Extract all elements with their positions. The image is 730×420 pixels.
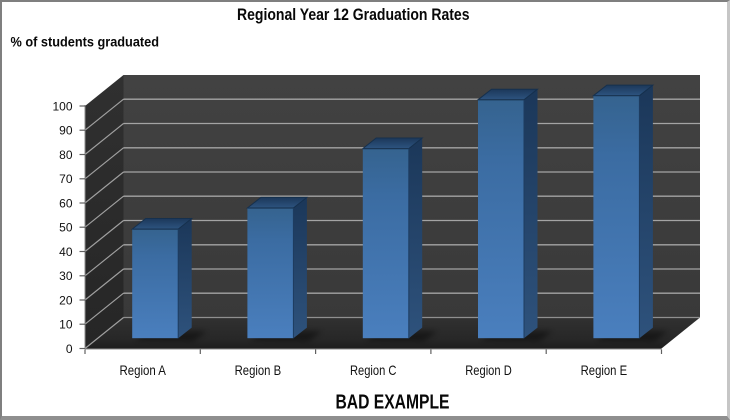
svg-text:BAD EXAMPLE: BAD EXAMPLE: [336, 392, 450, 414]
svg-text:% of students graduated: % of students graduated: [11, 35, 160, 50]
svg-text:60: 60: [59, 196, 73, 210]
svg-text:30: 30: [59, 269, 73, 283]
svg-text:Regional Year 12 Graduation Ra: Regional Year 12 Graduation Rates: [237, 5, 470, 24]
svg-text:100: 100: [52, 99, 72, 113]
svg-text:Region C: Region C: [350, 362, 397, 378]
svg-text:Region B: Region B: [235, 362, 282, 378]
svg-text:90: 90: [59, 124, 73, 138]
svg-text:10: 10: [59, 318, 73, 332]
svg-text:50: 50: [59, 221, 73, 235]
svg-text:Region E: Region E: [581, 362, 628, 378]
svg-text:Region D: Region D: [465, 362, 512, 378]
svg-text:Region A: Region A: [119, 362, 166, 378]
svg-text:70: 70: [59, 172, 73, 186]
svg-text:80: 80: [59, 148, 73, 162]
svg-text:20: 20: [59, 293, 73, 307]
svg-text:40: 40: [59, 245, 73, 259]
svg-text:0: 0: [66, 342, 73, 356]
